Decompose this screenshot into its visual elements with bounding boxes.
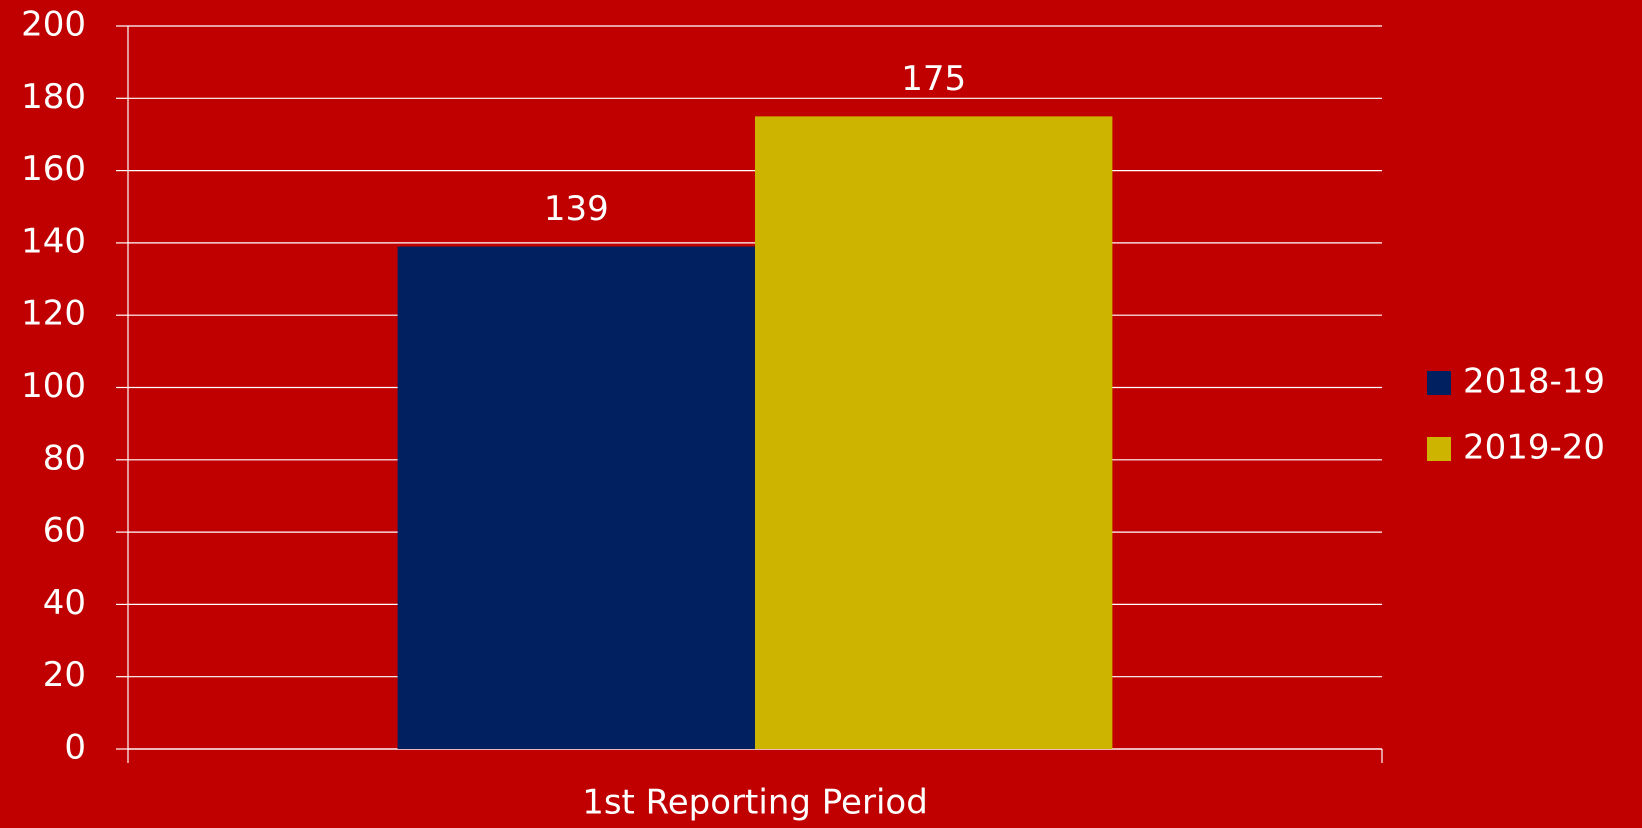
data-label: 139 [544, 189, 609, 229]
y-tick-label: 100 [21, 366, 86, 406]
legend-label: 2018-19 [1463, 362, 1605, 402]
legend-swatch [1427, 371, 1451, 395]
y-tick-label: 140 [21, 221, 86, 261]
y-tick-label: 200 [21, 5, 86, 45]
y-tick-label: 160 [21, 149, 86, 189]
y-tick-label: 60 [43, 511, 86, 551]
x-tick-label: 1st Reporting Period [582, 783, 928, 823]
legend-label: 2019-20 [1463, 428, 1605, 468]
data-label: 175 [901, 59, 966, 99]
bar [755, 116, 1113, 749]
y-tick-label: 20 [43, 655, 86, 695]
legend-swatch [1427, 437, 1451, 461]
y-tick-label: 180 [21, 77, 86, 117]
y-tick-label: 80 [43, 438, 86, 478]
y-tick-label: 120 [21, 294, 86, 334]
y-tick-label: 40 [43, 583, 86, 623]
y-tick-label: 0 [64, 728, 86, 768]
bar [397, 246, 755, 749]
